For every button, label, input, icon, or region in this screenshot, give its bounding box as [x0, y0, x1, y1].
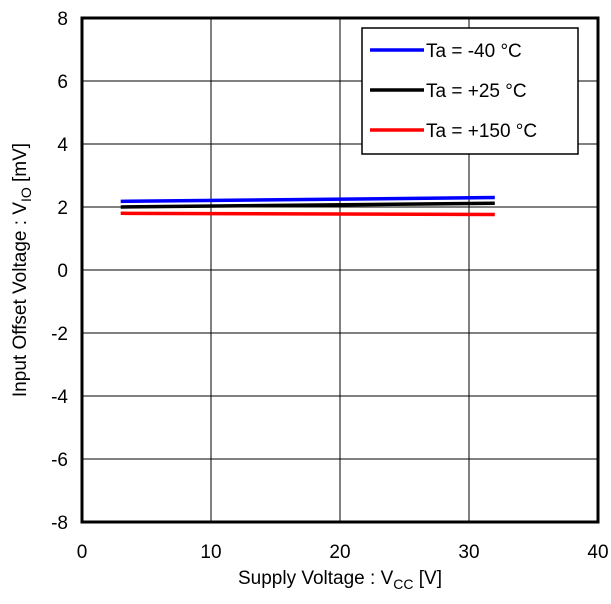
x-axis-label: Supply Voltage : VCC [V]	[238, 568, 442, 592]
y-axis-label-unit: [mV]	[10, 143, 31, 187]
y-tick-label: 4	[57, 135, 68, 156]
legend: Ta = -40 °C Ta = +25 °C Ta = +150 °C	[361, 27, 579, 155]
legend-label: Ta = -40 °C	[426, 41, 522, 62]
x-tick-label: 30	[458, 542, 479, 563]
plot-frame	[80, 16, 600, 524]
y-tick-label: 2	[57, 198, 68, 219]
y-axis-label-subscript: IO	[18, 187, 34, 202]
y-axis-label: Input Offset Voltage : VIO [mV]	[10, 143, 34, 397]
legend-label: Ta = +25 °C	[426, 81, 527, 102]
x-tick-label: 20	[329, 542, 350, 563]
y-tick-label: 6	[57, 72, 68, 93]
y-tick-label: -8	[51, 513, 68, 534]
series-line	[120, 211, 495, 217]
y-tick-label: -6	[51, 450, 68, 471]
series-line	[120, 201, 495, 209]
y-tick-label: 0	[57, 261, 68, 282]
series-lines	[120, 195, 495, 217]
x-tick-label: 40	[587, 542, 608, 563]
y-tick-label: -2	[51, 324, 68, 345]
y-tick-label: 8	[57, 9, 68, 30]
legend-label: Ta = +150 °C	[426, 121, 537, 142]
x-axis-label-subscript: CC	[393, 576, 413, 592]
y-tick-label: -4	[51, 387, 68, 408]
x-axis-label-unit: [V]	[414, 568, 443, 589]
x-tick-label: 10	[200, 542, 221, 563]
y-axis-label-main: Input Offset Voltage : V	[10, 202, 31, 397]
series-line	[120, 195, 495, 204]
x-tick-label: 0	[77, 542, 88, 563]
x-axis-label-main: Supply Voltage : V	[238, 568, 394, 589]
y-tick-labels: -8 -6 -4 -2 0 2 4 6 8	[51, 9, 68, 534]
x-tick-labels: 0 10 20 30 40	[77, 542, 609, 563]
